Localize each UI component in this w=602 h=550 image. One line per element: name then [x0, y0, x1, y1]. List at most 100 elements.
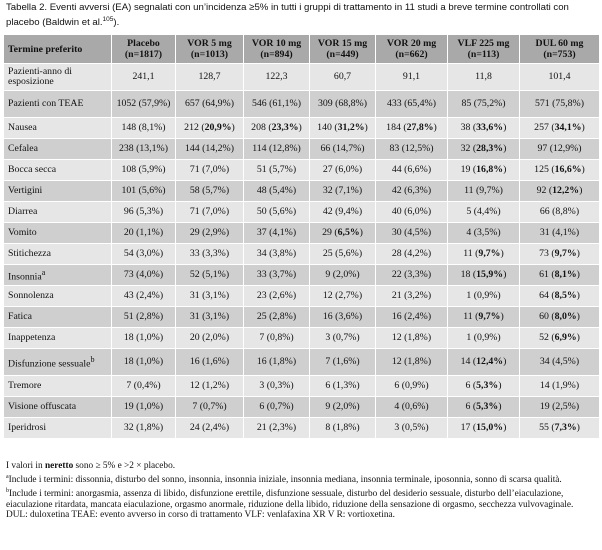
table-cell: 33 (3,3%): [175, 243, 244, 265]
table-cell: 21 (2,3%): [243, 417, 310, 439]
table-row: Bocca secca 108 (5,9%) 71 (7,0%) 51 (5,7%) 2…: [3, 159, 600, 181]
table-cell: 7 (0,8%): [243, 327, 310, 349]
row-label: Iperidrosi: [3, 417, 112, 439]
cell-value: 32 (: [460, 143, 477, 154]
column-header-n: (n=1013): [190, 49, 229, 60]
cell-value: 212 (: [184, 122, 205, 133]
table-cell: 43 (2,4%): [111, 285, 176, 307]
cell-value: 7 (0,7%): [192, 401, 227, 412]
table-cell: 91,1: [375, 63, 448, 91]
table-cell: 16 (2,4%): [375, 306, 448, 328]
footnote-bold-word: neretto: [45, 461, 74, 471]
table-cell: 92 (12,2%): [519, 180, 600, 202]
table-cell: 18 (1,0%): [111, 348, 176, 376]
cell-value: 309 (68,8%): [318, 98, 367, 109]
table-cell: 31 (3,1%): [175, 285, 244, 307]
cell-value: 108 (5,9%): [121, 164, 166, 175]
column-header: VOR 5 mg (n=1013): [175, 34, 244, 64]
cell-value: 42 (6,3%): [391, 185, 432, 196]
cell-value-bold-percent: 28,3%: [476, 143, 504, 154]
cell-value: 16 (3,6%): [322, 311, 363, 322]
table-cell: 1052 (57,9%): [111, 90, 176, 118]
table-cell: 122,3: [243, 63, 310, 91]
row-label-text: Diarrea: [8, 206, 38, 217]
cell-value: 122,3: [265, 71, 288, 82]
table-cell: 18 (1,0%): [111, 327, 176, 349]
row-label-text: Disfunzione sessuale: [8, 358, 91, 370]
cell-value: 33 (3,7%): [256, 269, 297, 280]
cell-value: 92 (: [536, 185, 553, 196]
cell-value: 34 (4,5%): [539, 356, 580, 367]
row-label-text: Stitichezza: [8, 248, 51, 259]
table-cell: 3 (0,7%): [309, 327, 376, 349]
cell-value: 3 (0,7%): [325, 332, 360, 343]
cell-value: 7 (1,6%): [325, 356, 360, 367]
cell-value: 96 (5,3%): [123, 206, 164, 217]
cell-value: 31 (3,1%): [189, 290, 230, 301]
column-header: DUL 60 mg (n=753): [519, 34, 600, 64]
row-label: Cefalea: [3, 138, 112, 160]
row-label: Sonnolenza: [3, 285, 112, 307]
cell-value: 6 (: [465, 401, 477, 412]
table-cell: 208 (23,3%): [243, 117, 310, 139]
table-cell: 34 (4,5%): [519, 348, 600, 376]
cell-value: 42 (9,4%): [322, 206, 363, 217]
cell-value-bold-percent: 8,1%: [554, 269, 577, 280]
cell-value-bold-percent: 9,7%: [554, 248, 577, 259]
table-cell: 4 (0,6%): [375, 396, 448, 418]
table-cell: 29 (6,5%): [309, 222, 376, 244]
table-row: Nausea 148 (8,1%) 212 (20,9%) 208 (23,3%) 14…: [3, 117, 600, 139]
column-header-name: DUL 60 mg: [535, 38, 584, 49]
table-header-row: Termine preferito Placebo (n=1817) VOR 5 mg…: [3, 34, 600, 64]
table-cell: 32 (28,3%): [447, 138, 520, 160]
table-cell: 11,8: [447, 63, 520, 91]
table-cell: 83 (12,5%): [375, 138, 448, 160]
table-row: Diarrea 96 (5,3%) 71 (7,0%) 50 (5,6%) 42 (9,…: [3, 201, 600, 223]
column-header: VOR 10 mg (n=894): [243, 34, 310, 64]
table-row: Insonniaa 73 (4,0%) 52 (5,1%) 33 (3,7%) 9 (2…: [3, 264, 600, 286]
cell-value: 140 (: [317, 122, 338, 133]
table-row: Disfunzione sessualeb 18 (1,0%) 16 (1,6%) 1…: [3, 348, 600, 376]
cell-value: 6 (1,3%): [325, 380, 360, 391]
cell-value: 4 (0,6%): [394, 401, 429, 412]
cell-value: 22 (3,3%): [391, 269, 432, 280]
table-cell: 1 (0,9%): [447, 327, 520, 349]
table-cell: 9 (2,0%): [309, 396, 376, 418]
footnote-b-marker: b: [6, 487, 9, 494]
row-label: Bocca secca: [3, 159, 112, 181]
row-label-text: Bocca secca: [8, 164, 57, 175]
table-cell: 24 (2,4%): [175, 417, 244, 439]
cell-value: 48 (5,4%): [256, 185, 297, 196]
table-cell: 1 (0,9%): [447, 285, 520, 307]
cell-value-bold-percent: 8,5%: [554, 290, 577, 301]
cell-value: 58 (5,7%): [189, 185, 230, 196]
cell-value-bold-percent: 23,3%: [271, 122, 299, 133]
column-header-n: (n=449): [326, 49, 359, 60]
cell-value: 61 (: [539, 269, 555, 280]
cell-value-bold-percent: 12,4%: [476, 356, 504, 367]
table-row: Cefalea 238 (13,1%) 144 (14,2%) 114 (12,8%)…: [3, 138, 600, 160]
table-cell: 42 (9,4%): [309, 201, 376, 223]
table-cell: 148 (8,1%): [111, 117, 176, 139]
row-label-footnote-marker: b: [90, 354, 95, 364]
row-label: Stitichezza: [3, 243, 112, 265]
row-label-text: Inappetenza: [8, 332, 56, 343]
row-label: Fatica: [3, 306, 112, 328]
table-cell: 3 (0,5%): [375, 417, 448, 439]
cell-value: 148 (8,1%): [121, 122, 166, 133]
cell-value: 16 (1,8%): [256, 356, 297, 367]
table-cell: 7 (0,4%): [111, 375, 176, 397]
row-label-text: Visione offuscata: [8, 401, 77, 412]
table-cell: 14 (1,9%): [519, 375, 600, 397]
cell-value: 238 (13,1%): [119, 143, 168, 154]
table-row: Vomito 20 (1,1%) 29 (2,9%) 37 (4,1%) 29 (6,5…: [3, 222, 600, 244]
table-cell: 12 (1,8%): [375, 327, 448, 349]
table-cell: 33 (3,7%): [243, 264, 310, 286]
cell-value-bold-percent: 12,2%: [552, 185, 580, 196]
column-header: Termine preferito: [3, 34, 112, 64]
cell-value: 3 (0,3%): [259, 380, 294, 391]
cell-value-bold-percent: 20,9%: [204, 122, 232, 133]
cell-value: 27 (6,0%): [322, 164, 363, 175]
cell-value-bold-percent: 15,9%: [476, 269, 504, 280]
table-row: Sonnolenza 43 (2,4%) 31 (3,1%) 23 (2,6%) 12 …: [3, 285, 600, 307]
